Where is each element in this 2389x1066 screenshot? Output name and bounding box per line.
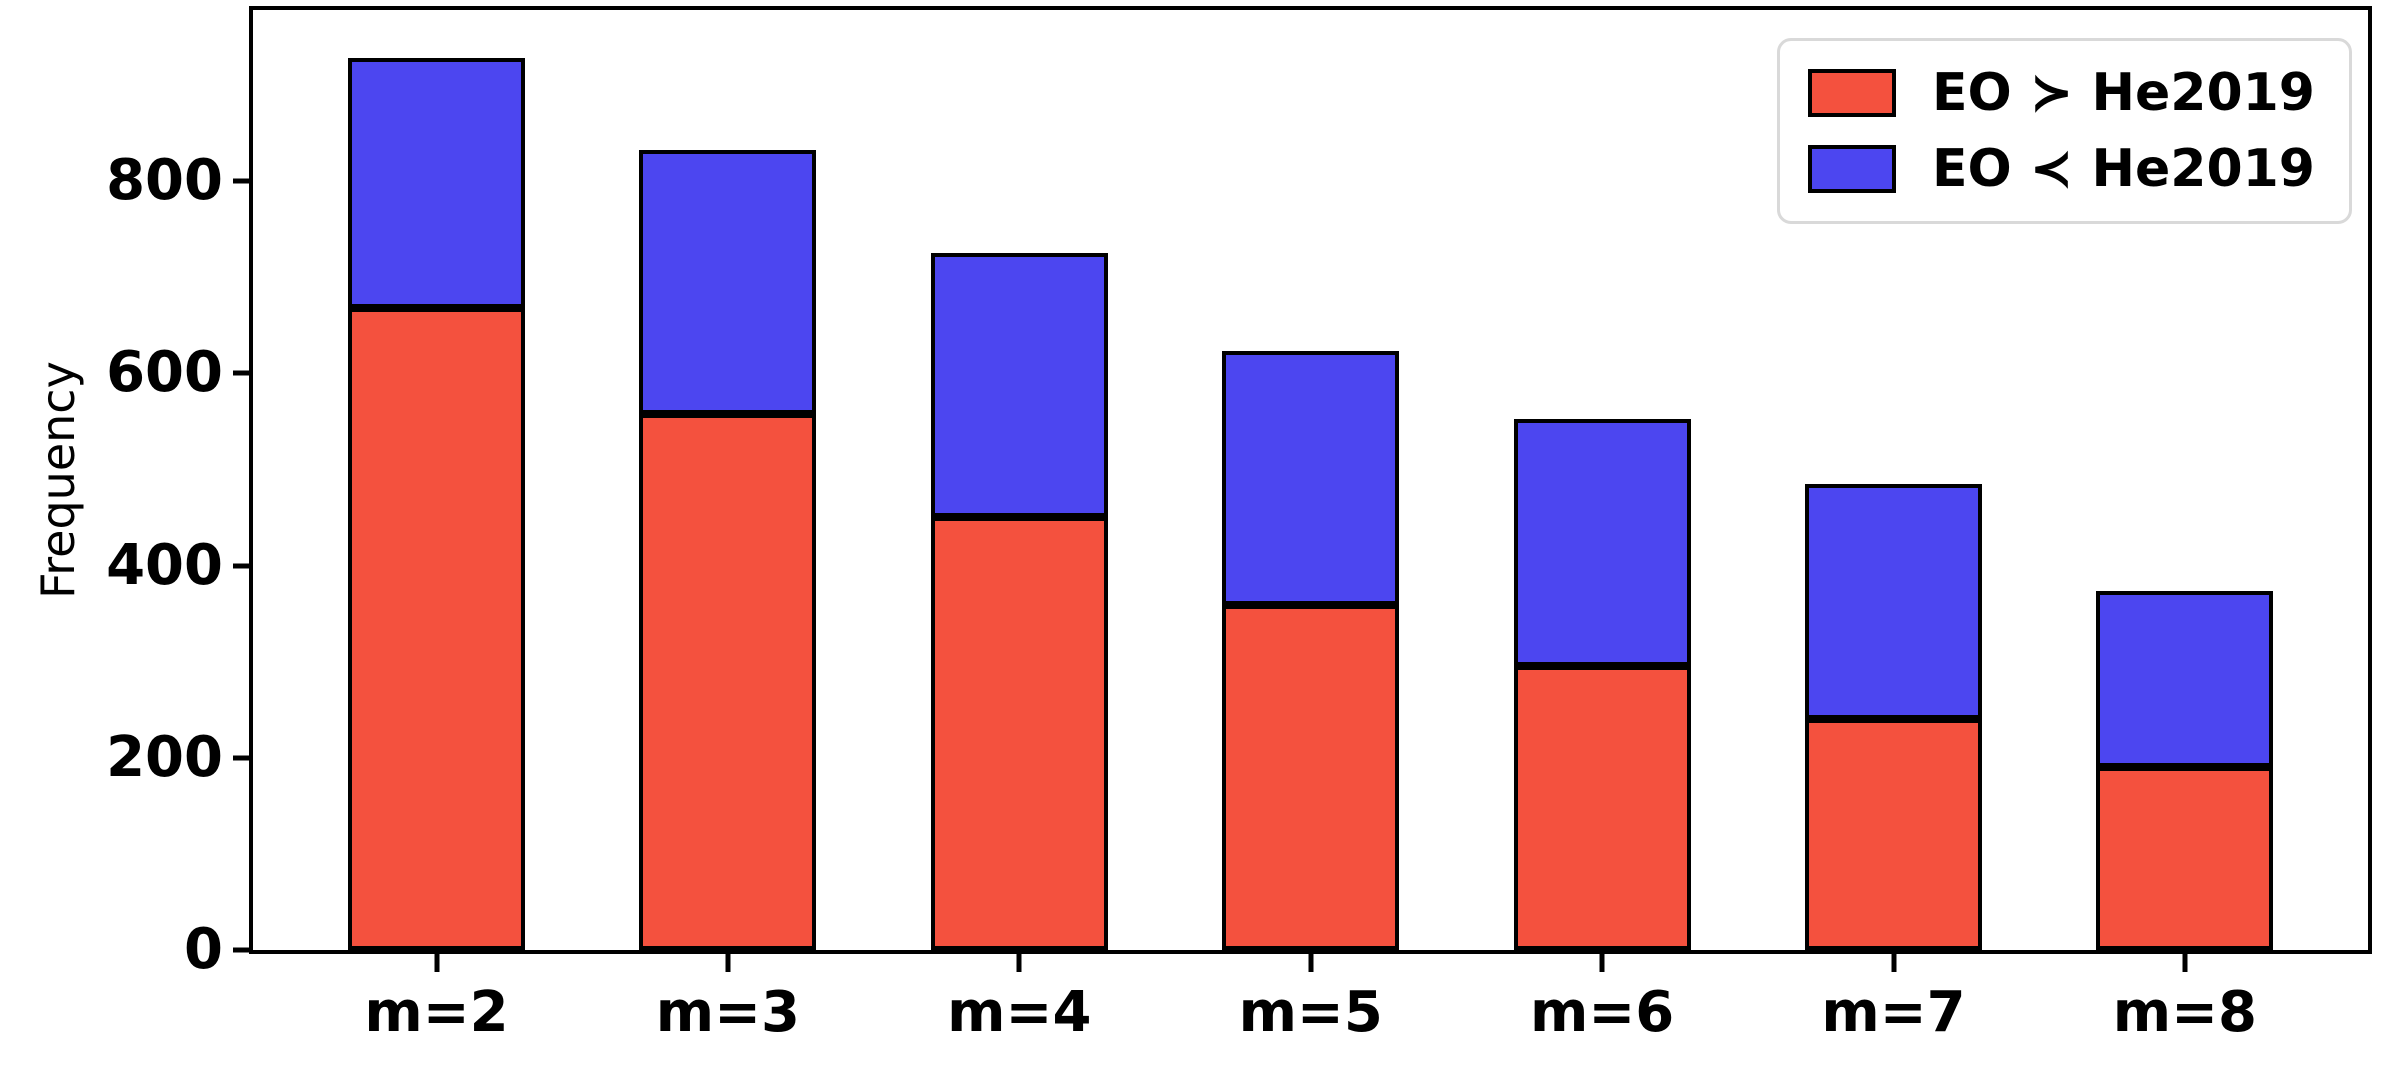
bar-m=6-lower-segment	[1513, 666, 1691, 950]
bar-m=2-lower-segment	[348, 308, 525, 950]
y-tick-label: 200	[106, 724, 223, 790]
y-tick-mark	[233, 755, 253, 761]
bar-m=6-upper-segment	[1513, 419, 1691, 666]
x-tick-mark	[1308, 954, 1314, 972]
y-tick-mark	[233, 947, 253, 953]
y-tick-label: 400	[106, 532, 223, 598]
x-tick-mark	[1599, 954, 1605, 972]
bar-m=3-lower-segment	[639, 414, 817, 950]
bar-m=7-lower-segment	[1805, 719, 1982, 950]
y-tick-label: 600	[106, 340, 223, 406]
x-tick-mark	[434, 954, 439, 972]
legend: EO ≻ He2019 EO ≺ He2019	[1776, 38, 2352, 224]
legend-swatch	[1807, 69, 1896, 117]
bar-m=3-upper-segment	[639, 150, 817, 414]
x-tick-mark	[725, 954, 731, 972]
y-tick-mark	[233, 563, 253, 569]
x-tick-label: m=8	[2112, 980, 2258, 1045]
bar-m=4-lower-segment	[930, 517, 1108, 950]
x-tick-label: m=4	[947, 980, 1092, 1045]
x-tick-label: m=2	[364, 980, 509, 1045]
bar-m=8-lower-segment	[2096, 767, 2274, 950]
bar-m=8-upper-segment	[2096, 591, 2274, 767]
x-tick-label: m=6	[1529, 980, 1675, 1045]
y-tick-label: 800	[106, 148, 223, 214]
y-axis-label: Frequency	[31, 361, 85, 599]
x-tick-label: m=7	[1821, 980, 1966, 1045]
bar-m=5-upper-segment	[1222, 351, 1400, 605]
bar-m=2-upper-segment	[348, 58, 525, 308]
plot-area: EO ≻ He2019 EO ≺ He2019	[249, 6, 2372, 954]
bar-m=5-lower-segment	[1222, 605, 1400, 950]
legend-swatch	[1807, 145, 1896, 193]
x-tick-mark	[1891, 954, 1896, 972]
y-tick-label: 0	[184, 917, 223, 982]
bar-m=7-upper-segment	[1805, 484, 1982, 719]
y-tick-mark	[233, 370, 253, 376]
x-tick-label: m=5	[1238, 980, 1383, 1045]
x-tick-mark	[2182, 954, 2188, 972]
x-tick-label: m=3	[655, 980, 801, 1045]
legend-label: EO ≻ He2019	[1931, 63, 2315, 123]
x-tick-mark	[1016, 954, 1022, 972]
bar-m=4-upper-segment	[930, 253, 1108, 517]
legend-row: EO ≺ He2019	[1807, 139, 2315, 199]
y-tick-mark	[233, 178, 253, 184]
legend-label: EO ≺ He2019	[1931, 139, 2315, 199]
legend-row: EO ≻ He2019	[1807, 63, 2315, 123]
